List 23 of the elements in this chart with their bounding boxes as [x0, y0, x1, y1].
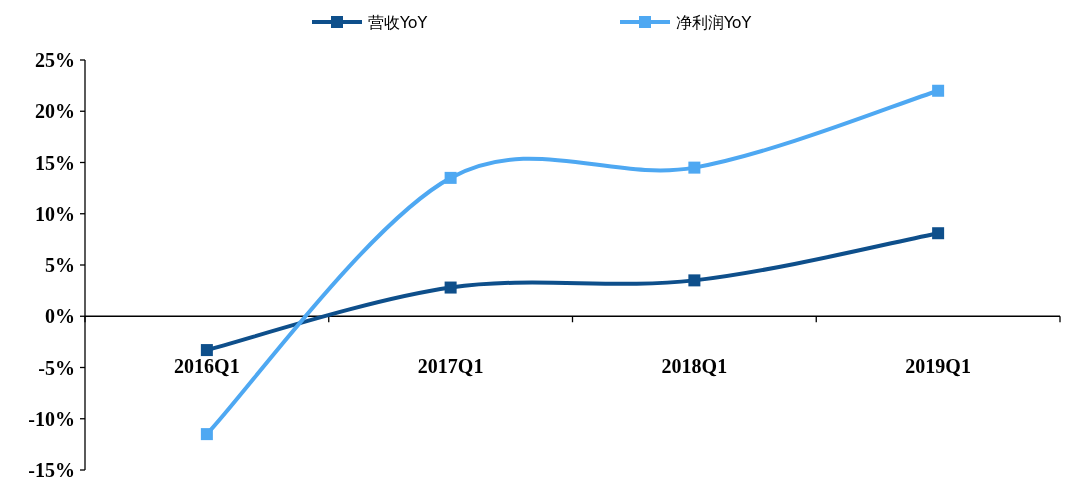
x-tick-label: 2016Q1: [174, 355, 240, 378]
point: [444, 171, 457, 184]
legend-label: 营收YoY: [368, 13, 428, 32]
point: [932, 227, 945, 240]
point: [688, 274, 701, 287]
y-tick-label: 15%: [35, 151, 75, 174]
x-tick-label: 2019Q1: [905, 355, 971, 378]
y-tick-label: 25%: [35, 49, 75, 71]
legend-label: 净利润YoY: [676, 13, 752, 32]
point: [444, 281, 457, 294]
x-tick-label: 2017Q1: [417, 355, 484, 378]
y-tick-label: 5%: [45, 254, 75, 276]
y-tick-label: -10%: [28, 407, 75, 430]
x-tick-label: 2018Q1: [661, 355, 728, 378]
y-tick-label: 0%: [45, 305, 75, 328]
y-tick-label: -15%: [28, 459, 75, 479]
point: [200, 428, 213, 441]
point: [200, 344, 213, 357]
y-tick-label: -5%: [38, 356, 75, 379]
point: [688, 161, 701, 174]
y-tick-label: 10%: [35, 202, 75, 225]
y-tick-label: 20%: [35, 100, 75, 123]
point: [932, 84, 945, 97]
